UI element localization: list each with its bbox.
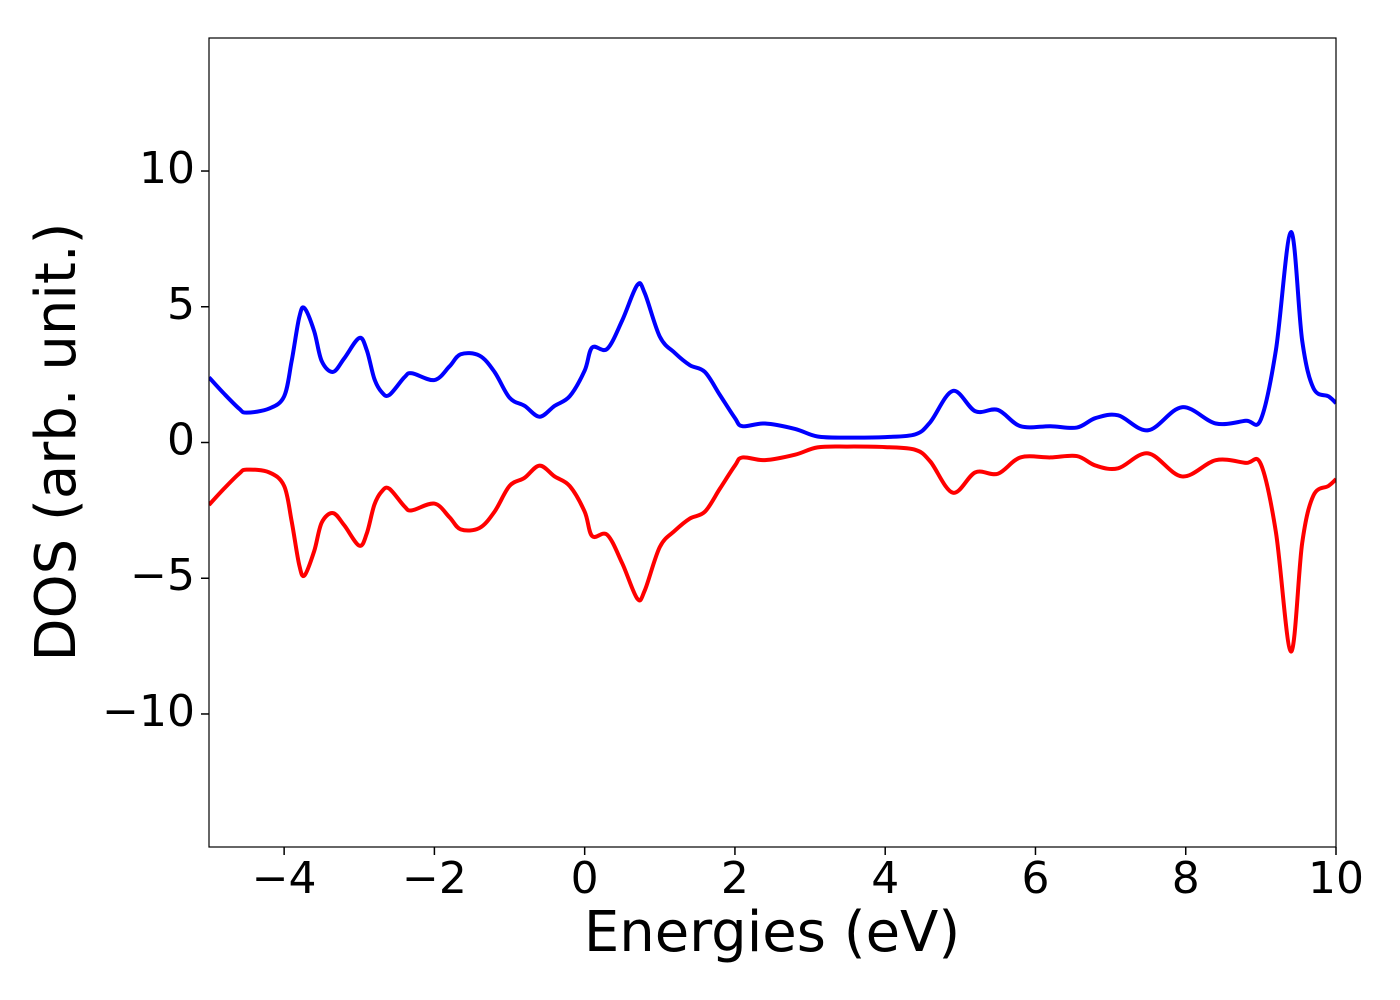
y-tick-label: −10: [102, 686, 195, 737]
x-tick-label: 2: [721, 853, 749, 904]
plot-frame: [208, 37, 1337, 848]
x-tick-label: 4: [871, 853, 899, 904]
x-tick-label: −4: [252, 853, 317, 904]
x-axis-label: Energies (eV): [584, 900, 960, 965]
y-tick-label: 5: [167, 279, 195, 330]
x-tick-label: −2: [402, 853, 467, 904]
x-tick-label: 8: [1172, 853, 1200, 904]
dos-line: [209, 444, 1336, 654]
x-tick-label: 0: [571, 853, 599, 904]
y-tick-label: 0: [167, 415, 195, 466]
y-tick-label: 10: [139, 143, 195, 194]
y-axis-label: DOS (arb. unit.): [24, 222, 89, 661]
y-tick-label: −5: [130, 550, 195, 601]
x-tick-label: 6: [1021, 853, 1049, 904]
dos-line: [209, 230, 1336, 440]
x-tick-label: 10: [1308, 853, 1364, 904]
